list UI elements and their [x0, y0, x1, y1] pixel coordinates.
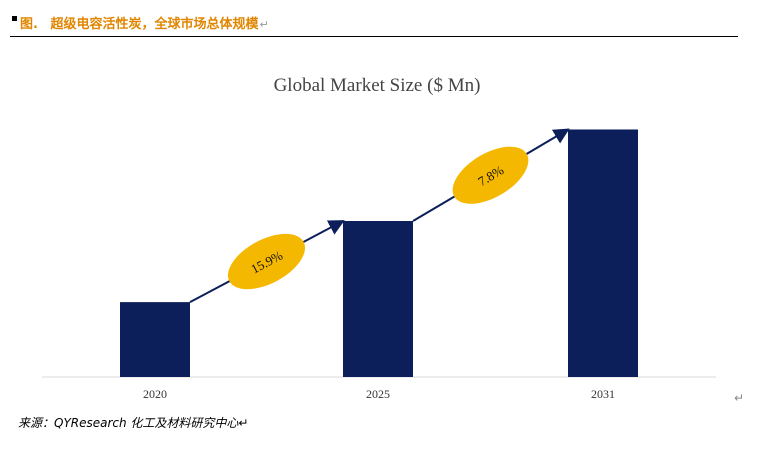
growth-badge-shape [452, 146, 529, 204]
x-tick-2020: 2020 [143, 387, 167, 401]
growth-badge-2: 7.8% [452, 146, 529, 204]
bar-2031 [568, 129, 638, 377]
figure-label: 图. [20, 17, 38, 32]
x-tick-2025: 2025 [366, 387, 390, 401]
bar-2020 [120, 302, 190, 377]
bullet-icon [12, 16, 17, 21]
growth-badge-1: 15.9% [227, 233, 306, 290]
bar-2025 [343, 221, 413, 377]
chart-title: Global Market Size ($ Mn) [274, 75, 481, 96]
figure-header: 图. 超级电容活性炭，全球市场总体规模↵ [10, 10, 738, 37]
source-note: 来源：QYResearch 化工及材料研究中心↵ [18, 416, 249, 430]
figure-title: 图. 超级电容活性炭，全球市场总体规模↵ [20, 13, 269, 32]
return-icon: ↵ [259, 18, 269, 31]
paragraph-return-icon: ↵ [734, 391, 745, 405]
figure-caption: 超级电容活性炭，全球市场总体规模 [50, 17, 259, 32]
x-tick-2031: 2031 [591, 387, 615, 401]
growth-badge-shape [227, 233, 306, 290]
